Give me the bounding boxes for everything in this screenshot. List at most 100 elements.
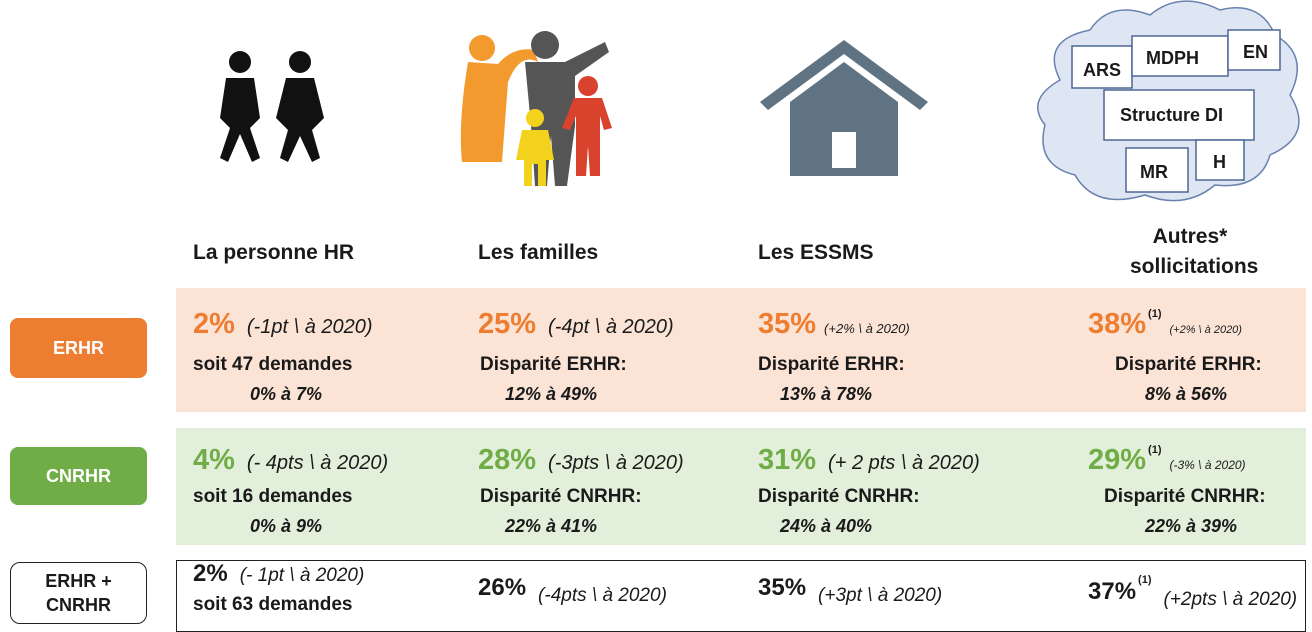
- cell-text: Disparité CNRHR:: [480, 486, 642, 507]
- row-label-line: ERHR +: [45, 571, 112, 591]
- cloud-label: EN: [1243, 42, 1268, 62]
- cell-detail: Disparité ERHR:: [1115, 354, 1262, 376]
- cell-headline: 26% (-4pts \ à 2020): [478, 574, 667, 607]
- change-note: (-3% \ à 2020): [1169, 458, 1246, 472]
- cell-text: Disparité CNRHR:: [1104, 486, 1266, 507]
- cell-text: 0% à 7%: [250, 384, 323, 404]
- cell-detail: soit 16 demandes: [193, 486, 352, 508]
- header-line: Les ESSMS: [758, 241, 874, 264]
- cell-headline: 28% (-3pts \ à 2020): [478, 444, 684, 477]
- row-label: ERHR: [10, 318, 147, 378]
- cell-headline: 2% (- 1pt \ à 2020): [193, 560, 364, 588]
- cell-text: Disparité ERHR:: [1115, 354, 1262, 375]
- cloud-label: MDPH: [1146, 48, 1199, 68]
- icons: ARS MDPH EN Structure DI MR H: [220, 0, 1300, 202]
- header-line: sollicitations: [1130, 255, 1259, 278]
- cell-range: 22% à 39%: [1145, 516, 1237, 537]
- cell-text: Disparité ERHR:: [758, 354, 905, 375]
- change-note: (+2% \ à 2020): [1169, 324, 1242, 336]
- percentage: 2%: [193, 308, 235, 340]
- cell-headline: 4% (- 4pts \ à 2020): [193, 444, 388, 477]
- cell-headline: 38% (1) (+2% \ à 2020): [1088, 308, 1242, 341]
- cloud-label: Structure DI: [1120, 105, 1223, 125]
- percentage: 4%: [193, 444, 235, 476]
- cloud-label: MR: [1140, 162, 1168, 182]
- change-note: (-4pts \ à 2020): [538, 585, 667, 606]
- row-label: ERHR + CNRHR: [10, 562, 147, 624]
- cell-text: 22% à 39%: [1145, 516, 1238, 536]
- cell-range: 8% à 56%: [1145, 384, 1227, 405]
- footnote-ref: (1): [1138, 574, 1152, 586]
- cell-range: 24% à 40%: [780, 516, 872, 537]
- house-icon: [760, 40, 928, 176]
- footnote-ref: (1): [1148, 308, 1162, 320]
- column-header: Autres* sollicitations: [1130, 222, 1259, 282]
- cloud-icon: [1037, 0, 1300, 202]
- cell-text: 12% à 49%: [505, 384, 598, 404]
- row-label-line: CNRHR: [46, 595, 111, 615]
- cell-range: 22% à 41%: [505, 516, 597, 537]
- row-label-line: ERHR: [52, 338, 104, 358]
- cell-headline: 2% (-1pt \ à 2020): [193, 308, 373, 341]
- cell-range: 0% à 9%: [250, 516, 322, 537]
- family-icon: [460, 31, 612, 186]
- cell-text: 24% à 40%: [780, 516, 873, 536]
- cell-detail: Disparité ERHR:: [480, 354, 627, 376]
- cell-headline: 35% (+2% \ à 2020): [758, 308, 910, 341]
- cell-text: 22% à 41%: [505, 516, 598, 536]
- percentage: 2%: [193, 560, 228, 587]
- cell-headline: 31% (+ 2 pts \ à 2020): [758, 444, 980, 477]
- column-header: Les familles: [478, 238, 738, 268]
- percentage: 37%: [1088, 578, 1137, 605]
- footnote-ref: (1): [1148, 444, 1162, 456]
- cell-detail: Disparité CNRHR:: [1104, 486, 1266, 508]
- cell-headline: 37% (1) (+2pts \ à 2020): [1088, 574, 1297, 611]
- header-line: Autres*: [1152, 225, 1228, 248]
- percentage: 28%: [478, 444, 537, 476]
- cell-text: 0% à 9%: [250, 516, 323, 536]
- cell-detail: Disparité CNRHR:: [480, 486, 642, 508]
- cell-range: 12% à 49%: [505, 384, 597, 405]
- header-line: Les familles: [478, 241, 599, 264]
- cell-range: 0% à 7%: [250, 384, 322, 405]
- header-line: La personne HR: [193, 241, 355, 264]
- column-header: Les ESSMS: [758, 238, 1018, 268]
- cell-detail: Disparité CNRHR:: [758, 486, 920, 508]
- percentage: 26%: [478, 574, 527, 601]
- row-label: CNRHR: [10, 447, 147, 505]
- percentage: 29%: [1088, 444, 1147, 476]
- percentage: 38%: [1088, 308, 1147, 340]
- change-note: (+2% \ à 2020): [824, 321, 910, 336]
- column-header: La personne HR: [193, 238, 453, 268]
- cell-headline: 25% (-4pt \ à 2020): [478, 308, 674, 341]
- cell-text: Disparité ERHR:: [480, 354, 627, 375]
- cell-text: soit 63 demandes: [193, 594, 353, 615]
- cell-detail: soit 47 demandes: [193, 354, 352, 376]
- row-band: [176, 288, 1306, 412]
- change-note: (+ 2 pts \ à 2020): [828, 452, 980, 474]
- cell-headline: 35% (+3pt \ à 2020): [758, 574, 942, 607]
- change-note: (-1pt \ à 2020): [246, 316, 373, 338]
- cell-text: 13% à 78%: [780, 384, 873, 404]
- cell-text: Disparité CNRHR:: [758, 486, 920, 507]
- change-note: (+2pts \ à 2020): [1163, 589, 1298, 610]
- row-band: [176, 428, 1306, 545]
- percentage: 25%: [478, 308, 537, 340]
- cell-text: 8% à 56%: [1145, 384, 1228, 404]
- person-icon: [220, 51, 324, 162]
- percentage: 31%: [758, 444, 817, 476]
- cell-text: soit 16 demandes: [193, 486, 353, 507]
- change-note: (-4pt \ à 2020): [548, 316, 674, 338]
- cloud-label: H: [1213, 152, 1226, 172]
- cell-detail: soit 63 demandes: [193, 594, 352, 616]
- change-note: (- 1pt \ à 2020): [239, 565, 365, 586]
- cell-headline: 29% (1) (-3% \ à 2020): [1088, 444, 1246, 477]
- row-label-line: CNRHR: [46, 466, 111, 486]
- percentage: 35%: [758, 308, 817, 340]
- cell-detail: Disparité ERHR:: [758, 354, 905, 376]
- change-note: (-3pts \ à 2020): [548, 452, 684, 474]
- change-note: (+3pt \ à 2020): [818, 585, 943, 606]
- change-note: (- 4pts \ à 2020): [246, 452, 389, 474]
- cloud-label: ARS: [1083, 60, 1121, 80]
- page: {"columns": [["La personne HR"], ["Les f…: [10, 0, 1306, 632]
